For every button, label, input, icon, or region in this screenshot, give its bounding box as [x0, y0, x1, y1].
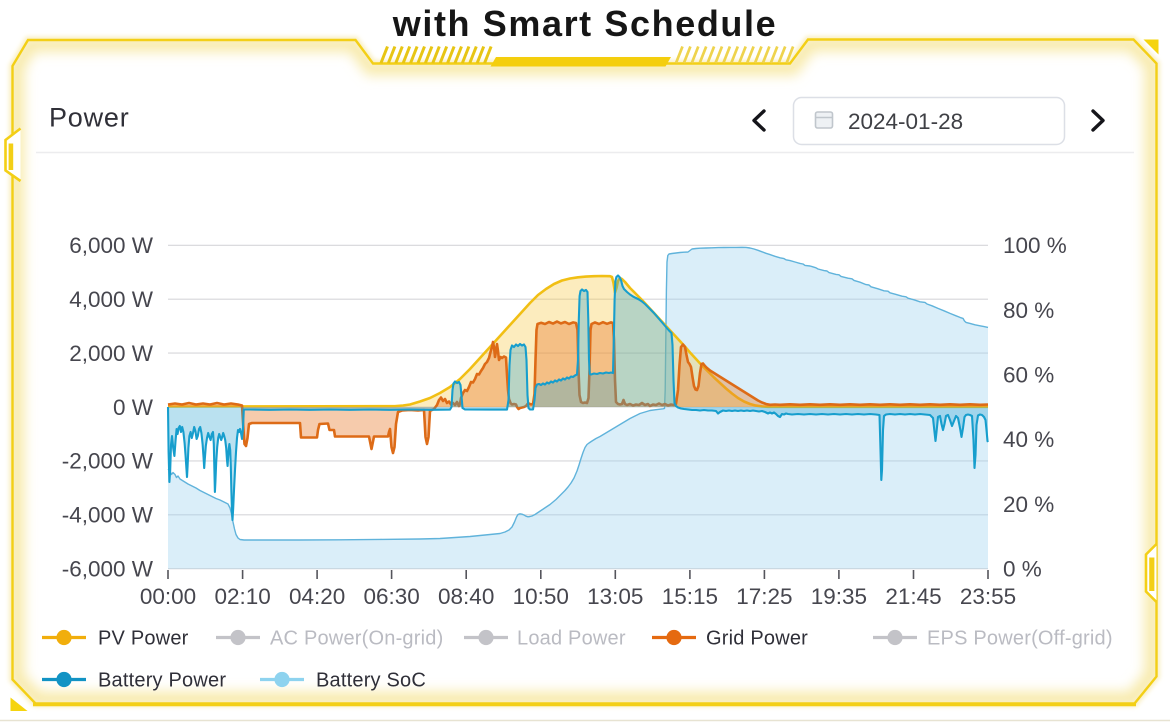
- svg-text:17:25: 17:25: [736, 584, 792, 609]
- svg-text:13:05: 13:05: [587, 584, 643, 609]
- svg-text:Battery SoC: Battery SoC: [316, 670, 426, 692]
- svg-text:23:55: 23:55: [960, 584, 1016, 609]
- svg-text:02:10: 02:10: [214, 584, 270, 609]
- svg-text:04:20: 04:20: [289, 584, 345, 609]
- svg-text:80 %: 80 %: [1003, 298, 1054, 323]
- svg-text:100 %: 100 %: [1003, 233, 1067, 258]
- svg-text:Battery Power: Battery Power: [98, 670, 226, 692]
- svg-text:60 %: 60 %: [1003, 363, 1054, 388]
- svg-text:40 %: 40 %: [1003, 427, 1054, 452]
- svg-text:00:00: 00:00: [140, 584, 196, 609]
- svg-text:19:35: 19:35: [811, 584, 867, 609]
- svg-text:10:50: 10:50: [513, 584, 569, 609]
- svg-text:15:15: 15:15: [662, 584, 718, 609]
- svg-text:08:40: 08:40: [438, 584, 494, 609]
- svg-text:2,000 W: 2,000 W: [69, 341, 154, 366]
- svg-text:06:30: 06:30: [363, 584, 419, 609]
- svg-text:Load Power: Load Power: [517, 628, 626, 650]
- svg-text:20 %: 20 %: [1003, 492, 1054, 517]
- svg-text:AC Power(On-grid): AC Power(On-grid): [270, 628, 443, 650]
- svg-text:Power: Power: [49, 103, 130, 133]
- svg-text:PV Power: PV Power: [98, 628, 189, 650]
- svg-text:21:45: 21:45: [885, 584, 941, 609]
- svg-text:0 W: 0 W: [113, 395, 154, 420]
- svg-text:6,000 W: 6,000 W: [69, 233, 154, 258]
- svg-text:-4,000 W: -4,000 W: [62, 503, 154, 528]
- svg-text:4,000 W: 4,000 W: [69, 287, 154, 312]
- svg-text:Grid Power: Grid Power: [706, 628, 808, 650]
- svg-text:-6,000 W: -6,000 W: [62, 557, 154, 582]
- svg-text:0 %: 0 %: [1003, 557, 1042, 582]
- svg-text:2024-01-28: 2024-01-28: [848, 109, 963, 134]
- svg-text:-2,000 W: -2,000 W: [62, 449, 154, 474]
- svg-text:EPS Power(Off-grid): EPS Power(Off-grid): [927, 628, 1113, 650]
